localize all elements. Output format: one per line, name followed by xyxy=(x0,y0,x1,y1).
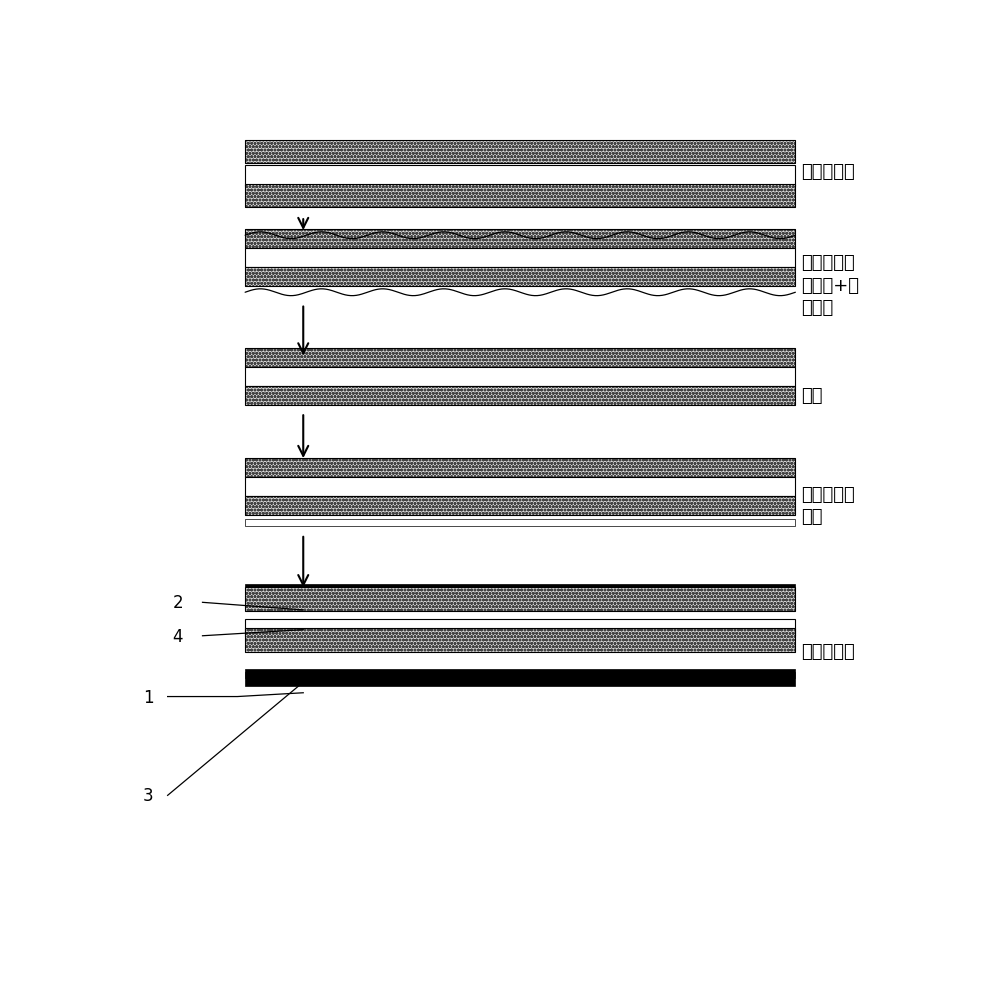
Bar xyxy=(245,348,795,368)
Bar xyxy=(245,166,795,186)
Bar xyxy=(245,268,795,287)
Bar xyxy=(245,141,795,164)
Bar xyxy=(245,588,795,611)
Bar xyxy=(245,461,795,469)
Bar xyxy=(245,185,795,208)
Text: 正极集流体: 正极集流体 xyxy=(801,163,855,180)
Bar xyxy=(245,496,795,516)
Text: 沉积固体电
解质: 沉积固体电 解质 xyxy=(801,485,855,526)
Text: 涂覆正极活
性材料+烘
干辗压: 涂覆正极活 性材料+烘 干辗压 xyxy=(801,254,859,317)
Bar xyxy=(245,230,795,248)
Bar xyxy=(245,458,795,477)
Bar xyxy=(245,585,795,599)
Bar xyxy=(245,248,795,268)
Bar xyxy=(245,672,795,678)
Text: 3: 3 xyxy=(143,787,154,805)
Bar xyxy=(245,628,795,653)
Bar xyxy=(245,628,795,653)
Text: 4: 4 xyxy=(172,627,183,645)
Bar xyxy=(245,669,795,686)
Text: 沉积金属锂: 沉积金属锂 xyxy=(801,642,855,661)
Text: 2: 2 xyxy=(172,594,183,611)
Text: 抛光: 抛光 xyxy=(801,387,822,404)
Bar xyxy=(245,348,795,368)
Bar xyxy=(245,477,795,496)
Bar xyxy=(245,588,795,611)
Bar xyxy=(245,387,795,405)
Bar xyxy=(245,496,795,516)
Bar xyxy=(245,387,795,405)
Bar xyxy=(245,387,795,405)
Bar xyxy=(245,628,795,653)
Bar xyxy=(245,619,795,636)
Bar xyxy=(245,458,795,477)
Bar xyxy=(245,141,795,164)
Bar xyxy=(245,230,795,248)
Bar xyxy=(245,458,795,477)
Bar xyxy=(245,368,795,387)
Bar xyxy=(245,185,795,208)
Bar xyxy=(245,348,795,368)
Bar xyxy=(245,588,795,611)
Text: 1: 1 xyxy=(143,688,154,706)
Bar xyxy=(245,268,795,287)
Bar xyxy=(245,268,795,287)
Bar xyxy=(245,230,795,248)
Bar xyxy=(245,496,795,516)
Bar xyxy=(245,141,795,164)
Bar xyxy=(245,185,795,208)
Bar xyxy=(245,520,795,527)
